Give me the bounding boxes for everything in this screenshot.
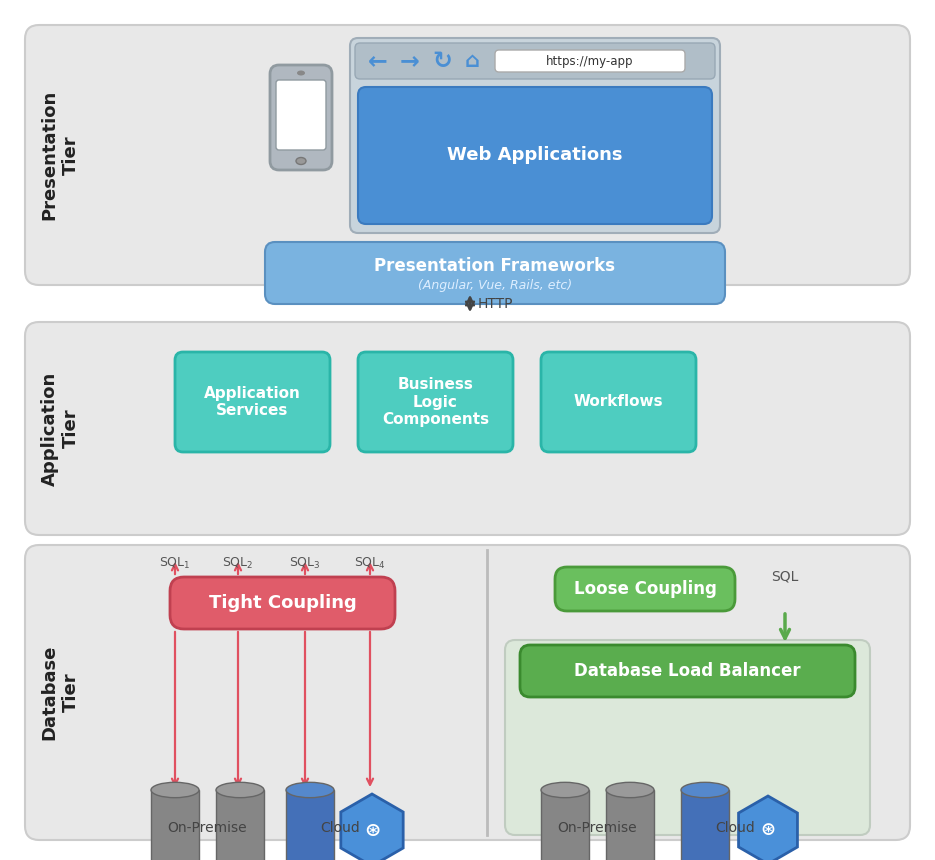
FancyBboxPatch shape xyxy=(276,80,326,150)
Polygon shape xyxy=(739,796,798,860)
Text: ⊛: ⊛ xyxy=(364,820,381,839)
Bar xyxy=(541,790,589,860)
Text: ↻: ↻ xyxy=(432,49,452,73)
Text: SQL$_1$: SQL$_1$ xyxy=(159,556,191,570)
FancyBboxPatch shape xyxy=(25,322,910,535)
Bar xyxy=(681,790,729,860)
Bar xyxy=(286,790,334,860)
FancyBboxPatch shape xyxy=(170,577,395,629)
Text: Application
Tier: Application Tier xyxy=(40,372,79,486)
FancyBboxPatch shape xyxy=(520,645,855,697)
Ellipse shape xyxy=(681,783,729,798)
Text: Cloud: Cloud xyxy=(320,821,360,835)
FancyBboxPatch shape xyxy=(25,25,910,285)
Text: ⌂: ⌂ xyxy=(465,51,480,71)
Ellipse shape xyxy=(297,71,305,76)
Ellipse shape xyxy=(541,783,589,798)
Text: Presentation
Tier: Presentation Tier xyxy=(40,90,79,220)
Text: SQL$_3$: SQL$_3$ xyxy=(289,556,321,570)
FancyBboxPatch shape xyxy=(350,38,720,233)
Text: Tight Coupling: Tight Coupling xyxy=(209,594,356,612)
Text: HTTP: HTTP xyxy=(478,297,513,310)
FancyBboxPatch shape xyxy=(25,545,910,840)
Ellipse shape xyxy=(296,157,306,164)
FancyBboxPatch shape xyxy=(541,352,696,452)
FancyBboxPatch shape xyxy=(175,352,330,452)
FancyBboxPatch shape xyxy=(505,640,870,835)
Text: ⊛: ⊛ xyxy=(760,821,775,839)
Ellipse shape xyxy=(151,783,199,798)
FancyBboxPatch shape xyxy=(270,65,332,170)
Text: Database
Tier: Database Tier xyxy=(40,645,79,740)
Text: SQL$_2$: SQL$_2$ xyxy=(223,556,253,570)
Text: Loose Coupling: Loose Coupling xyxy=(573,580,716,598)
Text: SQL: SQL xyxy=(771,570,798,584)
FancyBboxPatch shape xyxy=(355,43,715,79)
FancyBboxPatch shape xyxy=(265,242,725,304)
Text: Application
Services: Application Services xyxy=(204,386,301,418)
Text: Presentation Frameworks: Presentation Frameworks xyxy=(375,256,615,274)
Bar xyxy=(216,790,264,860)
Ellipse shape xyxy=(606,783,654,798)
FancyBboxPatch shape xyxy=(495,50,685,72)
Bar xyxy=(151,790,199,860)
Text: Database Load Balancer: Database Load Balancer xyxy=(574,662,800,680)
Text: Business
Logic
Components: Business Logic Components xyxy=(381,377,489,427)
Text: https://my-app: https://my-app xyxy=(546,54,634,67)
Text: On-Premise: On-Premise xyxy=(557,821,637,835)
Text: Cloud: Cloud xyxy=(715,821,755,835)
FancyBboxPatch shape xyxy=(358,87,712,224)
Bar xyxy=(606,790,654,860)
FancyBboxPatch shape xyxy=(555,567,735,611)
Ellipse shape xyxy=(286,783,334,798)
Text: On-Premise: On-Premise xyxy=(167,821,247,835)
Polygon shape xyxy=(341,794,403,860)
Text: (Angular, Vue, Rails, etc): (Angular, Vue, Rails, etc) xyxy=(418,279,572,292)
Text: SQL$_4$: SQL$_4$ xyxy=(354,556,386,570)
Text: →: → xyxy=(400,49,420,73)
FancyBboxPatch shape xyxy=(358,352,513,452)
Text: Workflows: Workflows xyxy=(574,395,663,409)
Text: Web Applications: Web Applications xyxy=(447,146,623,164)
Text: ←: ← xyxy=(368,49,388,73)
Ellipse shape xyxy=(216,783,264,798)
